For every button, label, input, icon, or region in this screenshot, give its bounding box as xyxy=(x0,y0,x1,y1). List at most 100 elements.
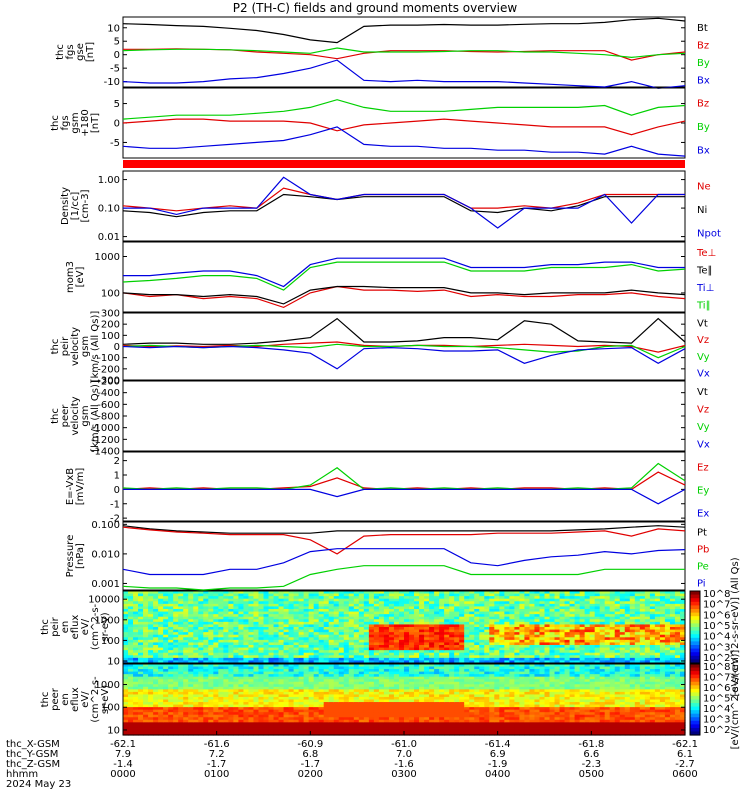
heatmap-cell xyxy=(278,634,285,638)
heatmap-cell xyxy=(283,696,290,701)
heatmap-cell xyxy=(338,671,345,675)
heatmap-cell xyxy=(659,616,666,620)
heatmap-cell xyxy=(343,707,350,711)
heatmap-cell xyxy=(333,681,340,685)
heatmap-cell xyxy=(158,609,164,613)
heatmap-cell xyxy=(173,637,179,641)
heatmap-cell xyxy=(564,621,571,626)
heatmap-cell xyxy=(153,632,159,636)
heatmap-cell xyxy=(158,624,164,628)
heatmap-cell xyxy=(424,627,430,631)
heatmap-cell xyxy=(368,621,375,626)
heatmap-cell xyxy=(669,637,676,641)
heatmap-cell xyxy=(128,621,134,626)
heatmap-cell xyxy=(594,619,601,623)
heatmap-cell xyxy=(308,619,315,623)
heatmap-cell xyxy=(409,647,415,651)
heatmap-cell xyxy=(414,634,420,638)
heatmap-cell xyxy=(183,714,189,718)
heatmap-cell xyxy=(258,642,265,646)
heatmap-cell xyxy=(529,611,536,615)
heatmap-cell xyxy=(444,606,450,610)
heatmap-cell xyxy=(278,676,285,680)
heatmap-cell xyxy=(604,627,611,631)
heatmap-cell xyxy=(469,611,475,615)
heatmap-cell xyxy=(248,593,255,597)
heatmap-cell xyxy=(323,686,330,690)
heatmap-cell xyxy=(313,724,320,728)
heatmap-cell xyxy=(393,724,400,728)
heatmap-cell xyxy=(203,709,209,713)
heatmap-cell xyxy=(353,632,360,636)
heatmap-cell xyxy=(579,624,586,628)
heatmap-cell xyxy=(298,627,305,631)
heatmap-cell xyxy=(248,696,255,701)
heatmap-cell xyxy=(128,676,134,680)
heatmap-cell xyxy=(619,598,626,602)
heatmap-cell xyxy=(223,676,229,680)
heatmap-cell xyxy=(594,621,601,626)
heatmap-cell xyxy=(343,655,350,659)
heatmap-cell xyxy=(624,632,631,636)
heatmap-cell xyxy=(554,591,561,595)
heatmap-cell xyxy=(659,660,666,664)
heatmap-cell xyxy=(579,606,586,610)
heatmap-cell xyxy=(614,616,621,620)
heatmap-cell xyxy=(589,639,596,644)
heatmap-cell xyxy=(514,596,521,600)
heatmap-cell xyxy=(288,729,295,734)
heatmap-cell xyxy=(469,645,475,649)
heatmap-cell xyxy=(544,650,551,654)
heatmap-cell xyxy=(358,676,365,680)
panel-frame xyxy=(122,380,686,452)
heatmap-cell xyxy=(343,598,350,602)
heatmap-cell xyxy=(388,709,395,713)
heatmap-cell xyxy=(353,637,360,641)
heatmap-cell xyxy=(238,712,245,716)
heatmap-cell xyxy=(328,676,335,680)
heatmap-cell xyxy=(674,645,681,649)
heatmap-cell xyxy=(479,650,485,654)
heatmap-cell xyxy=(173,650,179,654)
heatmap-cell xyxy=(273,704,280,708)
heatmap-cell xyxy=(158,666,164,670)
heatmap-cell xyxy=(674,657,681,662)
heatmap-cell xyxy=(373,609,380,613)
heatmap-cell xyxy=(393,704,400,708)
heatmap-cell xyxy=(534,627,541,631)
heatmap-cell xyxy=(283,611,290,615)
heatmap-cell xyxy=(283,627,290,631)
heatmap-cell xyxy=(248,603,255,608)
heatmap-cell xyxy=(163,596,169,600)
heatmap-cell xyxy=(338,686,345,690)
heatmap-cell xyxy=(614,598,621,602)
heatmap-cell xyxy=(203,609,209,613)
heatmap-cell xyxy=(409,664,415,668)
heatmap-cell xyxy=(228,694,234,698)
heatmap-cell xyxy=(559,614,566,618)
heatmap-cell xyxy=(318,603,325,608)
heatmap-cell xyxy=(323,714,330,718)
heatmap-cell xyxy=(484,593,490,597)
heatmap-cell xyxy=(509,596,515,600)
heatmap-cell xyxy=(208,591,214,595)
heatmap-cell xyxy=(333,696,340,701)
heatmap-cell xyxy=(629,611,636,615)
heatmap-cell xyxy=(288,699,295,703)
heatmap-cell xyxy=(539,619,546,623)
heatmap-cell xyxy=(659,634,666,638)
heatmap-cell xyxy=(208,686,214,690)
heatmap-cell xyxy=(293,681,300,685)
heatmap-cell xyxy=(373,727,380,731)
heatmap-cell xyxy=(449,619,455,623)
heatmap-cell xyxy=(253,676,260,680)
heatmap-cell xyxy=(138,603,144,608)
heatmap-cell xyxy=(178,657,184,662)
heatmap-cell xyxy=(288,627,295,631)
heatmap-cell xyxy=(233,606,240,610)
heatmap-cell xyxy=(123,591,129,595)
heatmap-cell xyxy=(509,601,515,605)
heatmap-cell xyxy=(489,647,495,651)
heatmap-cell xyxy=(213,634,219,638)
heatmap-cell xyxy=(328,660,335,664)
